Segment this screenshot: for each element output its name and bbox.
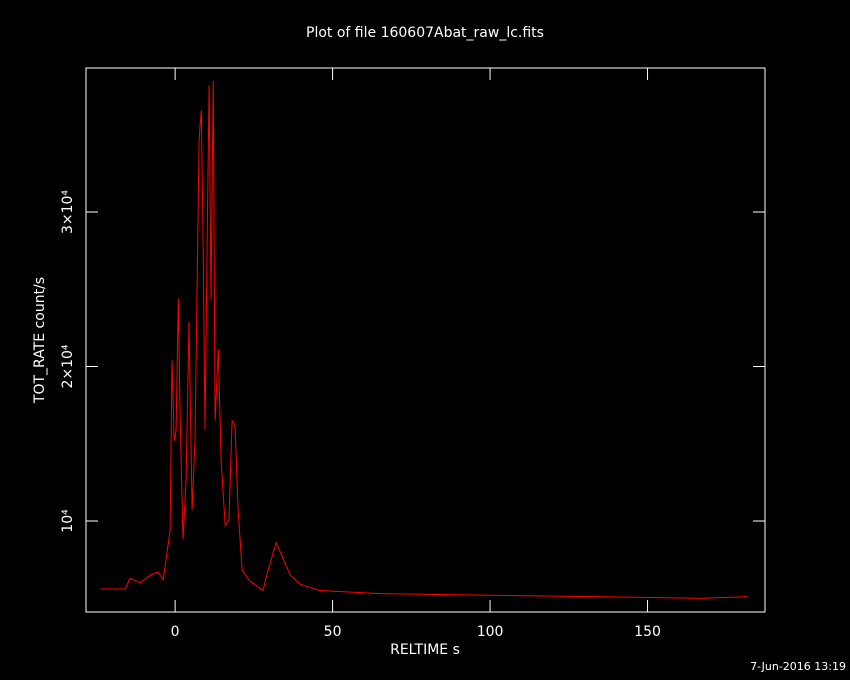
x-tick-label: 100 xyxy=(477,624,504,640)
y-tick-label: 10⁴ xyxy=(60,509,76,533)
y-axis-label: TOT_RATE count/s xyxy=(32,277,48,404)
x-axis-label: RELTIME s xyxy=(390,642,460,658)
x-tick-label: 0 xyxy=(171,624,180,640)
light-curve xyxy=(100,80,749,599)
chart-title: Plot of file 160607Abat_raw_lc.fits xyxy=(306,25,544,41)
y-tick-label: 2×10⁴ xyxy=(60,344,76,388)
footer-timestamp: 7-Jun-2016 13:19 xyxy=(750,660,846,673)
y-tick-label: 3×10⁴ xyxy=(60,190,76,234)
x-tick-label: 50 xyxy=(324,624,342,640)
plot-frame xyxy=(85,67,766,613)
x-tick-label: 150 xyxy=(634,624,661,640)
